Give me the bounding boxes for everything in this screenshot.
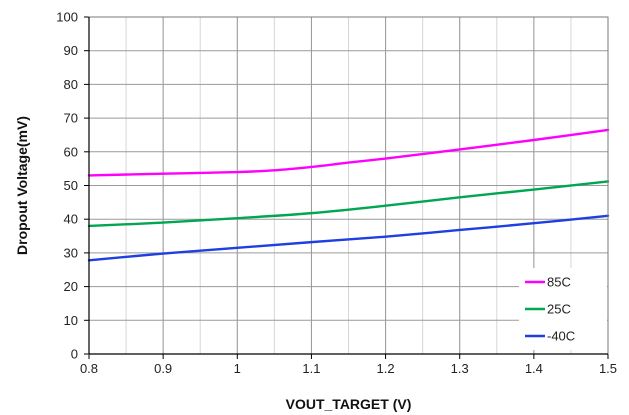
series-line-85c — [87, 128, 610, 177]
axes: 0.8 0.9 1 1.1 1.2 1.3 1.4 1.5 0 10 20 30 40 50 60 70 80 9… — [56, 10, 617, 377]
x-tick-label: 0.8 — [80, 361, 98, 376]
y-tick-label: 20 — [64, 279, 78, 294]
x-tick-label: 1.3 — [451, 361, 469, 376]
legend-label: -40C — [547, 329, 575, 344]
x-tick-label: 1.4 — [525, 361, 543, 376]
x-tick-label: 1.5 — [599, 361, 617, 376]
y-tick-label: 90 — [64, 43, 78, 58]
y-tick-label: 30 — [64, 245, 78, 260]
y-tick-label: 40 — [64, 212, 78, 227]
x-axis-title: VOUT_TARGET (V) — [286, 396, 412, 412]
series-line-25c — [87, 180, 610, 228]
legend-label: 25C — [547, 302, 571, 317]
y-tick-label: 0 — [71, 347, 78, 362]
y-tick-label: 60 — [64, 144, 78, 159]
series-lines — [87, 128, 610, 262]
legend: 85C 25C -40C — [519, 268, 607, 350]
y-axis-title: Dropout Voltage(mV) — [14, 116, 30, 255]
x-tick-label: 1 — [234, 361, 241, 376]
x-tick-label: 1.1 — [302, 361, 320, 376]
y-tick-label: 100 — [56, 10, 78, 25]
y-tick-label: 50 — [64, 178, 78, 193]
y-tick-label: 10 — [64, 313, 78, 328]
x-tick-label: 1.2 — [377, 361, 395, 376]
series-line-minus-40c — [87, 214, 610, 262]
y-tick-label: 80 — [64, 77, 78, 92]
x-tick-label: 0.9 — [154, 361, 172, 376]
legend-label: 85C — [547, 275, 571, 290]
y-tick-label: 70 — [64, 111, 78, 126]
